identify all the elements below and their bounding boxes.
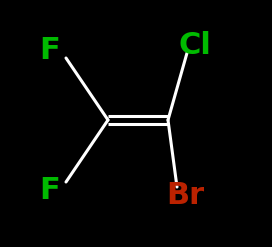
Text: Br: Br [166, 181, 204, 209]
Text: F: F [40, 176, 60, 205]
Text: F: F [40, 36, 60, 64]
Text: Cl: Cl [178, 30, 211, 60]
